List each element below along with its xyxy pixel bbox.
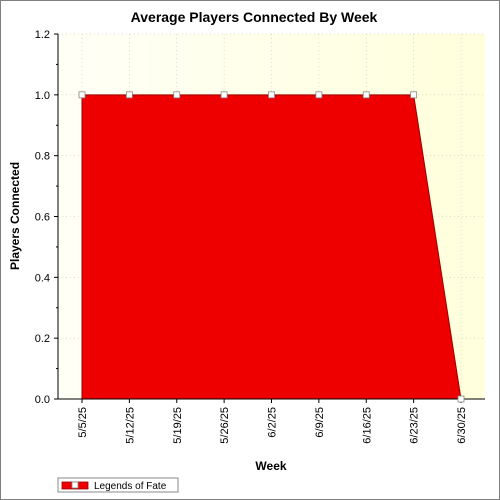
data-point xyxy=(362,91,370,99)
x-tick-label: 5/19/25 xyxy=(172,407,184,444)
area-series-legends-of-fate xyxy=(81,94,462,400)
x-tick-labels: 5/5/25 5/12/25 5/19/25 5/26/25 6/2/25 6/9/25 6… xyxy=(77,407,468,444)
y-tick-labels: 0.0 0.2 0.4 0.6 0.8 1.0 1.2 xyxy=(35,29,50,406)
y-tick-label: 1.2 xyxy=(35,29,50,41)
data-point xyxy=(315,91,323,99)
x-tick-label: 6/30/25 xyxy=(456,407,468,444)
data-point xyxy=(410,91,418,99)
y-axis-label: Players Connected xyxy=(8,162,22,270)
data-point xyxy=(268,91,275,99)
legend-label: Legends of Fate xyxy=(94,481,167,492)
chart-title: Average Players Connected By Week xyxy=(131,9,378,25)
data-point xyxy=(173,91,181,99)
x-axis-label: Week xyxy=(255,459,286,473)
x-tick-label: 6/23/25 xyxy=(409,407,421,444)
data-point xyxy=(125,91,133,99)
y-tick-label: 0.8 xyxy=(35,151,50,163)
y-tick-label: 0.0 xyxy=(35,394,50,406)
y-tick-label: 0.2 xyxy=(35,333,50,345)
data-markers xyxy=(78,91,465,403)
x-tick-label: 5/26/25 xyxy=(219,407,231,444)
x-tick-label: 5/5/25 xyxy=(77,407,89,438)
data-point xyxy=(457,395,465,403)
y-tick-label: 0.4 xyxy=(35,272,50,284)
data-point xyxy=(78,91,86,99)
legend: Legends of Fate xyxy=(57,477,179,493)
area-layer xyxy=(81,94,462,400)
x-tick-label: 6/16/25 xyxy=(361,407,373,444)
x-tick-label: 5/12/25 xyxy=(124,407,136,444)
legend-marker xyxy=(71,481,79,489)
y-tick-label: 1.0 xyxy=(35,90,50,102)
x-tick-label: 6/2/25 xyxy=(267,407,279,438)
x-tick-label: 6/9/25 xyxy=(314,407,326,438)
y-tick-label: 0.6 xyxy=(35,212,50,224)
axes xyxy=(54,33,485,403)
data-point xyxy=(220,91,228,99)
